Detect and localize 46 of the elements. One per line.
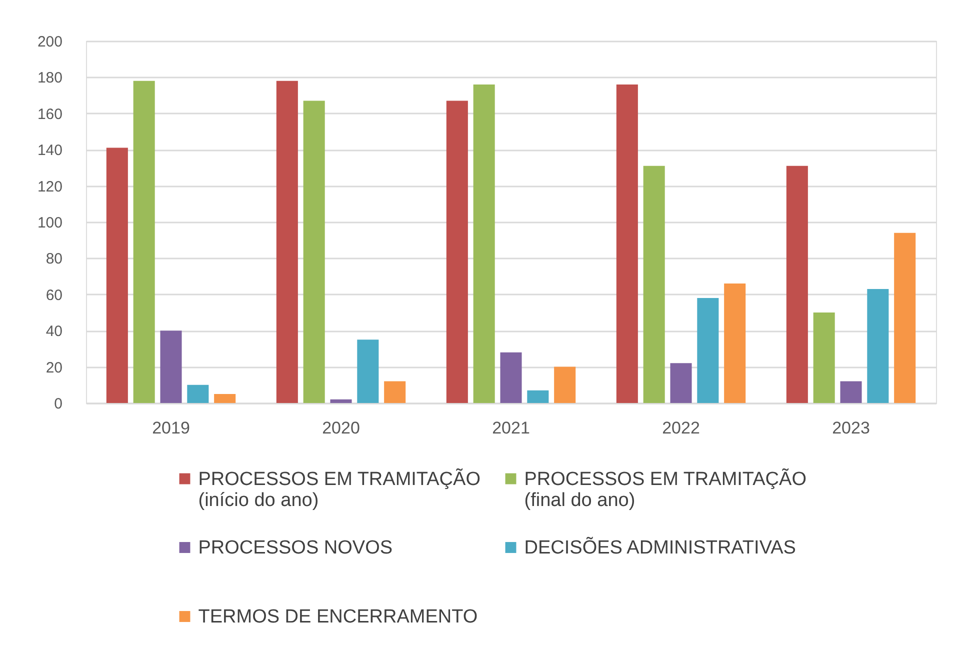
y-tick-label: 160	[37, 106, 62, 123]
x-tick-label: 2022	[662, 418, 700, 438]
y-tick-label: 0	[54, 396, 62, 412]
bar	[303, 100, 325, 403]
bar	[670, 363, 692, 403]
bar	[813, 312, 835, 403]
x-tick-label: 2021	[492, 418, 530, 438]
legend-label: DECISÕES ADMINISTRATIVAS	[524, 536, 796, 558]
bar	[500, 352, 522, 403]
bar	[527, 390, 549, 403]
bar	[894, 232, 916, 403]
y-tick-label: 100	[37, 214, 62, 232]
y-tick-label: 40	[46, 323, 62, 340]
y-tick-label: 60	[46, 286, 62, 304]
x-tick-label: 2019	[152, 418, 190, 438]
bar	[554, 366, 576, 403]
bar	[473, 84, 495, 403]
bar	[133, 80, 155, 403]
bar	[214, 394, 236, 403]
y-tick-label: 80	[46, 250, 62, 268]
bar	[616, 84, 638, 403]
y-tick-label: 200	[37, 34, 62, 50]
y-tick-label: 120	[37, 178, 62, 196]
bar	[697, 298, 719, 403]
y-tick-label: 180	[37, 70, 62, 87]
bar	[840, 381, 862, 403]
bar	[187, 384, 209, 403]
x-tick-label: 2023	[832, 418, 870, 438]
bar	[384, 381, 406, 403]
bar	[724, 284, 746, 403]
bar	[867, 288, 889, 403]
bar	[446, 100, 468, 403]
y-tick-label: 20	[46, 359, 62, 376]
y-tick-label: 140	[37, 142, 62, 160]
x-tick-label: 2020	[322, 418, 360, 438]
legend-label: PROCESSOS EM TRAMITAÇÃO (final do ano)	[524, 468, 806, 511]
bar	[106, 148, 128, 403]
bar	[276, 80, 298, 403]
bar	[160, 330, 182, 403]
legend-label: TERMOS DE ENCERRAMENTO	[198, 606, 478, 628]
legend-label: PROCESSOS EM TRAMITAÇÃO (início do ano)	[198, 468, 480, 511]
bar	[786, 166, 808, 403]
bar	[330, 399, 352, 403]
legend-label: PROCESSOS NOVOS	[198, 538, 393, 558]
bar	[357, 340, 379, 403]
bar	[643, 166, 665, 403]
